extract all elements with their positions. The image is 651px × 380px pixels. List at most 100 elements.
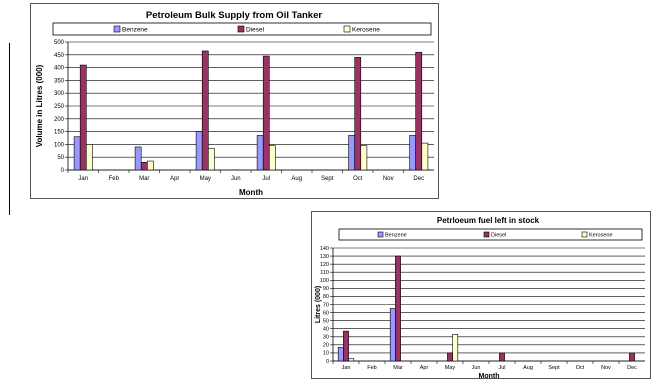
y-tick-label: 30 [323, 335, 329, 341]
y-tick-label: 80 [323, 294, 329, 300]
bar-diesel-jul [262, 55, 270, 171]
x-axis-title: Month [239, 188, 263, 197]
y-tick-label: 140 [320, 246, 329, 252]
bar-diesel-jan [79, 64, 87, 171]
bar-diesel-jan [343, 330, 349, 362]
y-tick-label: 0 [326, 359, 329, 365]
y-tick-label: 300 [54, 91, 65, 97]
x-tick-label: Feb [109, 176, 120, 182]
y-tick-label: 40 [323, 326, 329, 332]
bar-kerosene-may [452, 334, 459, 362]
supply-chart-panel: Petroleum Bulk Supply from Oil Tanker Ben… [30, 3, 439, 199]
bar-benzene-mar [134, 146, 142, 171]
x-tick-label: Apr [420, 365, 429, 371]
bar-diesel-mar [140, 162, 148, 171]
bar-diesel-may [201, 50, 209, 171]
legend-swatch-benzene [377, 231, 384, 238]
y-tick-label: 200 [54, 117, 65, 123]
x-tick-label: Jan [78, 176, 88, 182]
y-tick-label: 150 [54, 130, 65, 136]
bar-kerosene-may [208, 147, 215, 171]
y-tick-label: 120 [320, 262, 329, 268]
legend-swatch-kerosene [343, 25, 351, 33]
y-tick-label: 50 [57, 155, 64, 161]
x-tick-label: Aug [523, 365, 533, 371]
bar-kerosene-jan [348, 358, 355, 362]
legend-swatch-kerosene [581, 231, 588, 238]
bar-benzene-dec [409, 135, 417, 171]
bar-diesel-jul [499, 352, 505, 362]
stock-chart: Petrloeum fuel left in stock Benzene Diese… [315, 216, 645, 380]
legend-swatch-diesel [483, 231, 490, 238]
y-tick-label: 450 [54, 53, 65, 59]
x-tick-label: May [200, 176, 211, 182]
legend-box [338, 228, 643, 241]
y-tick-label: 250 [54, 104, 65, 110]
x-tick-label: Jun [472, 365, 481, 371]
y-tick-label: 10 [323, 351, 329, 357]
y-tick-label: 0 [61, 168, 65, 174]
legend-label-benzene: Benzene [122, 26, 148, 33]
x-tick-label: Oct [576, 365, 585, 371]
legend-label-diesel: Diesel [246, 26, 265, 33]
page-margin-rule [9, 43, 10, 215]
y-tick-label: 500 [54, 40, 65, 46]
y-tick-label: 130 [320, 254, 329, 260]
legend-label-benzene: Benzene [385, 232, 407, 238]
supply-chart: Petroleum Bulk Supply from Oil Tanker Ben… [35, 10, 434, 197]
bar-benzene-jan [73, 136, 81, 171]
y-tick-label: 400 [54, 66, 65, 72]
x-tick-label: Nov [383, 176, 394, 182]
legend-label-diesel: Diesel [491, 232, 506, 238]
bar-benzene-mar [389, 308, 396, 362]
x-tick-label: Aug [291, 176, 302, 182]
y-tick-label: 100 [320, 278, 329, 284]
x-tick-label: Apr [170, 176, 179, 182]
chart-title: Petroleum Bulk Supply from Oil Tanker [146, 10, 322, 21]
y-tick-label: 70 [323, 302, 329, 308]
y-axis-title: Litres (000) [315, 286, 322, 323]
y-tick-label: 60 [323, 310, 329, 316]
bar-kerosene-mar [147, 160, 154, 171]
x-tick-label: Jun [231, 176, 241, 182]
bar-kerosene-dec [421, 142, 429, 171]
bar-benzene-may [195, 131, 203, 171]
y-tick-label: 50 [323, 318, 329, 324]
x-tick-label: Jul [498, 365, 505, 371]
x-tick-label: May [445, 365, 456, 371]
y-tick-label: 100 [54, 142, 65, 148]
x-tick-label: Jan [342, 365, 351, 371]
bar-benzene-jan [337, 346, 344, 362]
x-axis-title: Month [479, 373, 500, 380]
bar-benzene-oct [348, 135, 356, 171]
y-axis-title: Volume in Litres (000) [35, 64, 44, 147]
y-tick-label: 90 [323, 286, 329, 292]
x-tick-label: Oct [353, 176, 363, 182]
y-tick-label: 20 [323, 343, 329, 349]
legend-label-kerosene: Kerosene [589, 232, 613, 238]
bar-diesel-oct [354, 57, 362, 171]
y-tick-label: 110 [320, 270, 329, 276]
chart-title: Petrloeum fuel left in stock [437, 216, 540, 225]
bar-benzene-jul [256, 135, 264, 171]
bar-diesel-mar [395, 255, 401, 362]
bar-kerosene-jan [85, 144, 93, 171]
x-tick-label: Sept [321, 176, 334, 182]
y-tick-label: 350 [54, 78, 65, 84]
bar-diesel-dec [629, 352, 635, 362]
bar-diesel-dec [415, 51, 423, 171]
bar-kerosene-jul [269, 145, 276, 171]
legend-label-kerosene: Kerosene [352, 26, 380, 33]
stock-chart-panel: Petrloeum fuel left in stock Benzene Diese… [311, 211, 651, 380]
x-tick-label: Dec [627, 365, 637, 371]
x-tick-label: Nov [601, 365, 611, 371]
x-tick-label: Mar [139, 176, 149, 182]
bar-diesel-may [447, 352, 453, 362]
x-tick-label: Sept [548, 365, 560, 371]
x-tick-label: Dec [413, 176, 424, 182]
x-tick-label: Jul [262, 176, 270, 182]
bar-kerosene-oct [360, 145, 368, 171]
legend-swatch-diesel [237, 25, 245, 33]
legend-swatch-benzene [113, 25, 121, 33]
x-tick-label: Feb [367, 365, 376, 371]
